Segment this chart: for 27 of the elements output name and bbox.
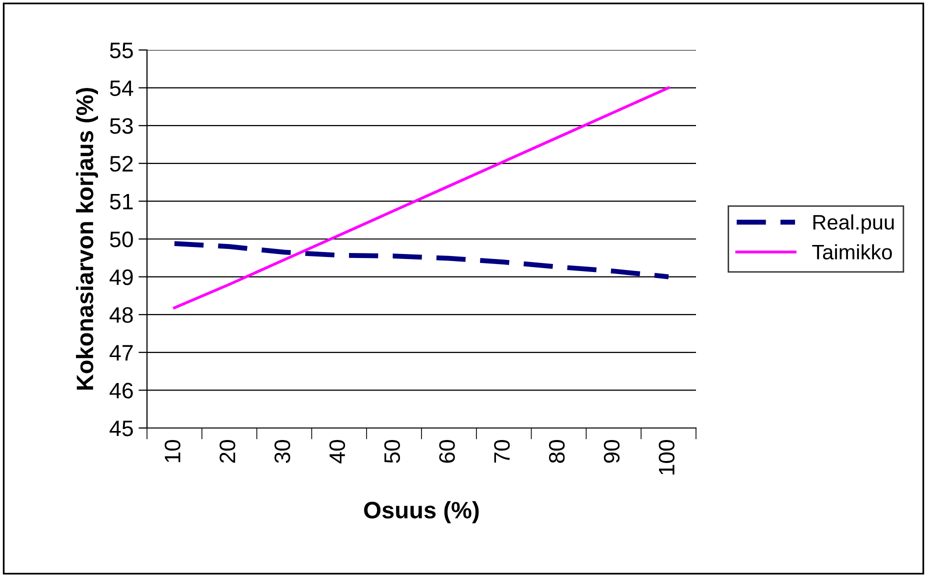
line-series	[173, 86, 670, 310]
y-tick-label: 47	[110, 345, 133, 360]
legend-label: Taimikko	[812, 244, 892, 260]
x-tick-label: 30	[274, 440, 290, 463]
y-tick-label: 48	[110, 307, 133, 323]
x-tick-label: 20	[220, 440, 236, 463]
x-tick-label: 60	[439, 440, 455, 463]
line-series	[172, 241, 671, 280]
x-tick-label: 50	[384, 440, 400, 463]
y-tick-label: 55	[110, 42, 133, 58]
y-tick-label: 54	[110, 80, 134, 96]
y-axis-title: Kokonasiarvon korjaus (%)	[76, 88, 98, 390]
x-tick-label: 90	[604, 440, 620, 463]
x-tick-label: 40	[329, 440, 346, 464]
x-tick-label: 80	[548, 440, 565, 463]
y-tick-label: 49	[110, 269, 133, 286]
y-tick-label: 50	[110, 232, 133, 248]
legend-label: Real.puu	[813, 214, 894, 234]
y-tick-label: 46	[110, 382, 133, 398]
y-tick-label: 45	[110, 420, 133, 436]
x-axis-title: Osuus (%)	[364, 501, 479, 524]
y-tick-label: 51	[110, 194, 133, 210]
y-tick-label: 53	[110, 118, 133, 134]
x-tick-label: 10	[164, 440, 180, 462]
x-tick-label: 100	[658, 440, 675, 474]
x-tick-label: 70	[494, 440, 510, 463]
y-tick-label: 52	[110, 156, 133, 172]
